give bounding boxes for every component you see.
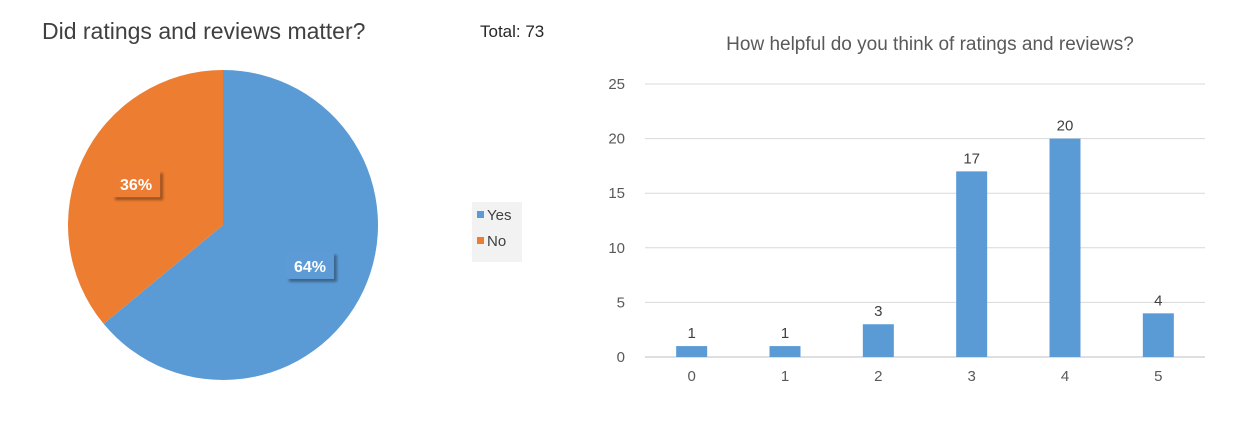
data-label-5: 4 (1154, 292, 1162, 309)
x-tick-label: 1 (781, 368, 789, 385)
pie-chart: 64% 36% (68, 69, 379, 381)
x-tick-label: 0 (687, 368, 695, 385)
total-count: Total: 73 (480, 22, 545, 41)
x-tick-label: 2 (874, 368, 882, 385)
bar-2 (862, 324, 894, 357)
bar-3 (956, 171, 988, 357)
pie-legend: Yes No (472, 202, 522, 262)
bar-chart: How helpful do you think of ratings and … (608, 34, 1205, 385)
legend-swatch-no (477, 237, 484, 244)
data-label-0: 1 (687, 325, 695, 342)
bar-chart-title: How helpful do you think of ratings and … (726, 34, 1134, 55)
y-tick-label: 5 (617, 294, 625, 311)
y-tick-label: 0 (617, 349, 625, 366)
pie-label-yes: 64% (285, 251, 334, 279)
pie-slice-yes (103, 70, 379, 381)
legend-swatch-yes (477, 211, 484, 218)
y-tick-label: 20 (608, 131, 625, 148)
y-tick-label: 10 (608, 240, 625, 257)
bar-0 (676, 346, 708, 357)
data-label-4: 20 (1057, 118, 1074, 135)
legend-label-no: No (487, 233, 507, 250)
legend-label-yes: Yes (487, 207, 512, 224)
bar-4 (1049, 138, 1081, 357)
y-tick-label: 25 (608, 76, 625, 93)
x-tick-label: 4 (1061, 368, 1069, 385)
legend-item-yes: Yes (477, 207, 511, 224)
legend-item-no: No (477, 233, 506, 250)
x-tick-label: 5 (1154, 368, 1162, 385)
svg-text:36%: 36% (120, 177, 152, 194)
bar-1 (769, 346, 801, 357)
data-label-2: 3 (874, 303, 882, 320)
bar-5 (1142, 313, 1174, 357)
pie-chart-title: Did ratings and reviews matter? (42, 18, 366, 44)
y-tick-label: 15 (608, 185, 625, 202)
x-tick-label: 3 (967, 368, 975, 385)
data-label-3: 17 (963, 150, 980, 167)
data-label-1: 1 (781, 325, 789, 342)
pie-label-no: 36% (112, 170, 161, 198)
svg-text:64%: 64% (294, 259, 326, 276)
